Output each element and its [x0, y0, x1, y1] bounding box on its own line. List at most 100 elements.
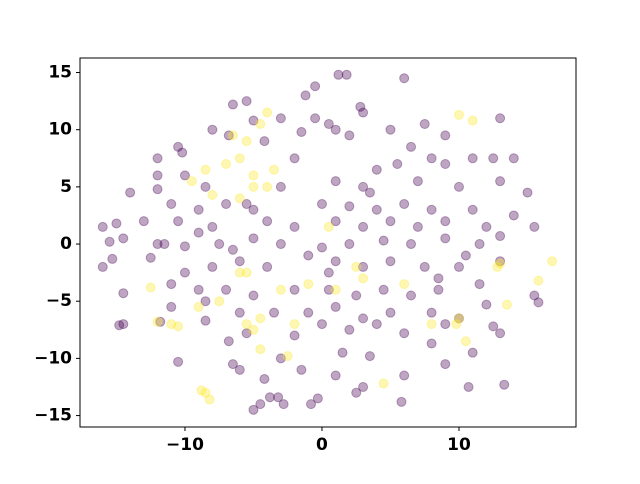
scatter-point	[392, 159, 403, 170]
scatter-point	[227, 99, 238, 110]
scatter-point	[371, 204, 382, 215]
scatter-point	[330, 216, 341, 227]
scatter-point	[358, 221, 369, 232]
scatter-point	[241, 96, 252, 107]
scatter-point	[227, 244, 238, 255]
scatter-point	[460, 250, 471, 261]
scatter-point	[248, 404, 259, 415]
scatter-point	[97, 261, 108, 272]
scatter-point	[259, 373, 270, 384]
scatter-point	[344, 201, 355, 212]
scatter-point	[269, 164, 280, 175]
scatter-point	[223, 130, 234, 141]
scatter-point	[310, 81, 321, 92]
scatter-point	[453, 261, 464, 272]
scatter-point	[303, 307, 314, 318]
scatter-point	[200, 181, 211, 192]
scatter-point	[481, 221, 492, 232]
scatter-point	[179, 170, 190, 181]
scatter-point	[234, 307, 245, 318]
scatter-point	[433, 284, 444, 295]
scatter-point	[289, 330, 300, 341]
scatter-point	[227, 359, 238, 370]
scatter-point	[378, 284, 389, 295]
scatter-point	[495, 176, 506, 187]
scatter-point	[145, 282, 156, 293]
scatter-point	[166, 319, 177, 330]
scatter-point	[255, 313, 266, 324]
scatter-point	[399, 199, 410, 210]
scatter-point	[453, 313, 464, 324]
scatter-point	[275, 353, 286, 364]
scatter-point	[316, 319, 327, 330]
scatter-point	[406, 141, 417, 152]
x-tick-label: −10	[166, 435, 204, 455]
scatter-point	[426, 319, 437, 330]
scatter-point	[118, 319, 129, 330]
scatter-point	[495, 231, 506, 242]
scatter-point	[495, 113, 506, 124]
scatter-point	[337, 347, 348, 358]
scatter-point	[303, 279, 314, 290]
scatter-point	[214, 296, 225, 307]
scatter-point	[344, 324, 355, 335]
y-tick-label: −5	[46, 291, 72, 311]
scatter-point	[196, 385, 207, 396]
scatter-point	[282, 351, 293, 362]
scatter-point	[371, 319, 382, 330]
scatter-point	[118, 288, 129, 299]
scatter-point	[221, 284, 232, 295]
scatter-point	[453, 181, 464, 192]
scatter-point	[399, 370, 410, 381]
scatter-point	[223, 336, 234, 347]
scatter-point	[440, 216, 451, 227]
plot-frame	[79, 57, 577, 428]
scatter-point	[186, 176, 197, 187]
y-tick-label: 0	[60, 234, 72, 254]
scatter-point	[234, 364, 245, 375]
scatter-point	[234, 153, 245, 164]
scatter-point	[412, 221, 423, 232]
scatter-point	[488, 153, 499, 164]
scatter-point	[474, 279, 485, 290]
scatter-point	[114, 320, 125, 331]
scatter-point	[193, 284, 204, 295]
y-tick-label: 15	[48, 63, 72, 83]
scatter-point	[275, 239, 286, 250]
scatter-point	[378, 378, 389, 389]
scatter-point	[97, 221, 108, 232]
scatter-point	[166, 301, 177, 312]
scatter-point	[248, 290, 259, 301]
scatter-point	[241, 136, 252, 147]
scatter-point	[508, 153, 519, 164]
scatter-point	[495, 256, 506, 267]
scatter-point	[522, 187, 533, 198]
scatter-point	[296, 126, 307, 137]
scatter-point	[241, 328, 252, 339]
scatter-point	[426, 307, 437, 318]
scatter-point	[289, 319, 300, 330]
scatter-point	[358, 261, 369, 272]
scatter-point	[207, 261, 218, 272]
scatter-point	[330, 176, 341, 187]
scatter-point	[118, 233, 129, 244]
scatter-point	[433, 273, 444, 284]
scatter-point	[145, 252, 156, 263]
scatter-point	[358, 273, 369, 284]
scatter-point	[467, 153, 478, 164]
scatter-point	[501, 299, 512, 310]
scatter-point	[248, 204, 259, 215]
scatter-point	[262, 107, 273, 118]
scatter-point	[330, 301, 341, 312]
scatter-point	[508, 210, 519, 221]
scatter-point	[152, 170, 163, 181]
scatter-point	[440, 359, 451, 370]
scatter-point	[385, 216, 396, 227]
scatter-point	[155, 316, 166, 327]
scatter-point	[453, 109, 464, 120]
scatter-point	[451, 319, 462, 330]
scatter-point	[200, 296, 211, 307]
scatter-point	[177, 147, 188, 158]
scatter-point	[323, 221, 334, 232]
